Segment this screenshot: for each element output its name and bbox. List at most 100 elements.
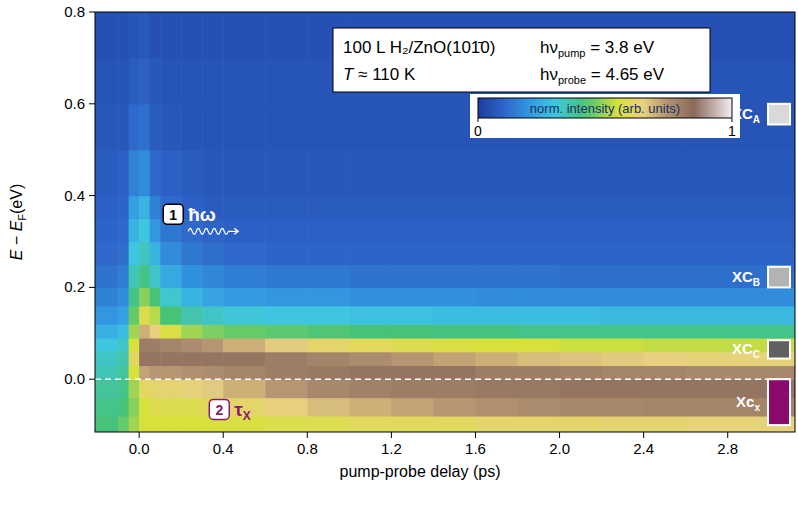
cell (560, 264, 603, 288)
level-box (768, 267, 790, 288)
y-tick-label: 0.6 (64, 95, 85, 112)
cell (391, 150, 434, 197)
cell (518, 324, 561, 338)
cell (518, 219, 561, 243)
cell (150, 352, 161, 366)
cell (95, 196, 119, 220)
cell (202, 264, 224, 288)
cell (307, 242, 350, 266)
cell (560, 416, 603, 432)
y-title-unit: (eV) (8, 184, 25, 214)
colorbar-tick-label: 1 (728, 123, 736, 139)
cell (160, 264, 182, 288)
cell (560, 352, 603, 366)
cell (150, 242, 161, 266)
cell (475, 264, 518, 288)
temp-value: ≈ 110 K (353, 65, 416, 84)
cell (181, 264, 203, 288)
cell (433, 242, 476, 266)
cell (433, 287, 476, 306)
cell (95, 338, 119, 352)
x-tick-label: 0.8 (297, 440, 318, 457)
cell (518, 338, 561, 352)
cell (265, 379, 308, 398)
cell (118, 398, 129, 417)
cell (686, 365, 795, 379)
cell (433, 398, 476, 417)
y-tick-label: 0.0 (64, 370, 85, 387)
cell (129, 219, 140, 243)
level-label: XCB (732, 268, 760, 288)
y-tick (89, 12, 95, 13)
cell (150, 324, 161, 338)
cell (265, 306, 308, 325)
cell (475, 338, 518, 352)
annotation-box (163, 204, 183, 224)
cell (118, 150, 129, 197)
x-tick-label: 2.0 (549, 440, 570, 457)
cell (223, 365, 266, 379)
cell (307, 365, 350, 379)
cell (181, 398, 203, 417)
cell (118, 324, 129, 338)
cell (181, 324, 203, 338)
cell (391, 365, 434, 379)
photon-text: hνpump = 3.8 eV (540, 38, 655, 59)
cell (349, 242, 392, 266)
cell (349, 365, 392, 379)
cell (118, 352, 129, 366)
level-box (768, 104, 790, 125)
cell (95, 287, 119, 306)
cell (560, 338, 603, 352)
cell (202, 352, 224, 366)
cell (129, 338, 140, 352)
cell (349, 338, 392, 352)
cell (686, 324, 795, 338)
cell (391, 379, 434, 398)
cell (602, 416, 645, 432)
cell (475, 379, 518, 398)
level-sub: B (753, 277, 760, 288)
cell (433, 379, 476, 398)
x-tick (391, 432, 392, 438)
cell (223, 242, 266, 266)
cell (160, 398, 182, 417)
cell (150, 104, 161, 151)
cell (560, 306, 603, 325)
photon-base: hν (540, 65, 558, 84)
cell (307, 352, 350, 366)
cell (150, 306, 161, 325)
cell (602, 219, 645, 243)
cell (560, 365, 603, 379)
x-tick-label: 1.6 (465, 440, 486, 457)
cell (129, 104, 140, 151)
cell (602, 398, 645, 417)
photon-sub: pump (558, 47, 586, 59)
cell (349, 150, 392, 197)
cell (475, 398, 518, 417)
cell (95, 242, 119, 266)
cell (307, 306, 350, 325)
cell (433, 104, 476, 151)
cell (518, 365, 561, 379)
cell (160, 58, 182, 105)
cell (223, 379, 266, 398)
cell (433, 338, 476, 352)
level-text: XC (732, 340, 753, 357)
level-box (768, 340, 790, 358)
annotation-text: ħω (188, 204, 216, 225)
cell (265, 287, 308, 306)
colorbar-ground (470, 94, 740, 138)
cell (560, 379, 603, 398)
cell (223, 352, 266, 366)
cell (129, 264, 140, 288)
cell (181, 338, 203, 352)
cell (602, 196, 645, 220)
cell (686, 196, 795, 220)
cell (433, 219, 476, 243)
cell (475, 150, 518, 197)
cell (433, 306, 476, 325)
y-tick (89, 287, 95, 288)
cell (644, 365, 687, 379)
cell (602, 352, 645, 366)
